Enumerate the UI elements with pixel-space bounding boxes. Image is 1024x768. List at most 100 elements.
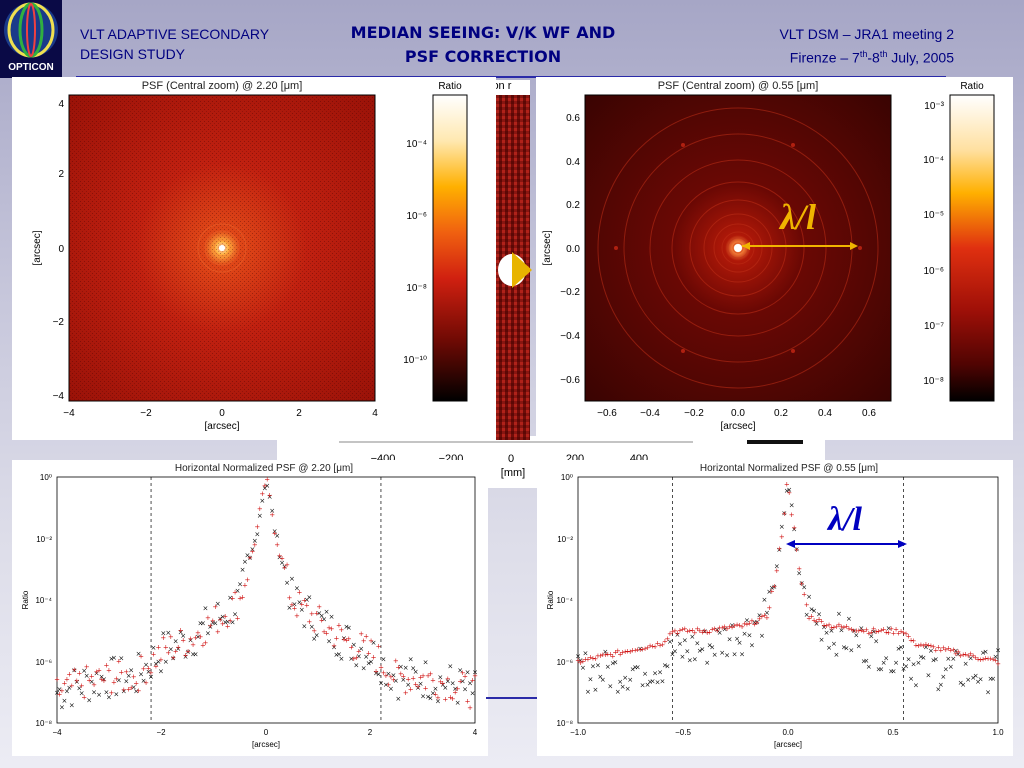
profile-left-point: + <box>405 675 411 683</box>
profile-right-point: × <box>597 673 603 681</box>
profile-right-point: + <box>724 625 730 633</box>
left-title-line1: VLT ADAPTIVE SECONDARY <box>80 26 270 42</box>
psf-right-cbtick: 10⁻⁴ <box>923 155 944 166</box>
profile-right-point: + <box>863 626 869 634</box>
profile-left-point: + <box>160 634 166 642</box>
profile-right-point: × <box>911 661 917 669</box>
lambda-over-l-label-bottom: λ/l <box>826 501 863 538</box>
profile-right-point: × <box>635 663 641 671</box>
profile-left-point: + <box>326 624 332 632</box>
profile-right-point: + <box>672 627 678 635</box>
profile-right-point: + <box>858 626 864 634</box>
profile-right-point: + <box>893 626 899 634</box>
profile-right-point: + <box>737 622 743 630</box>
profile-left-point: + <box>94 668 100 676</box>
profile-right-annotation: λ/l <box>786 501 907 548</box>
profile-right-point: × <box>896 645 902 653</box>
profile-left-point: + <box>284 561 290 569</box>
profile-right-point: × <box>933 655 939 663</box>
profile-right-point: + <box>930 643 936 651</box>
psf-right-ytick: −0.4 <box>560 331 580 342</box>
profile-right-point: + <box>697 627 703 635</box>
psf-left-rings <box>197 223 247 273</box>
profile-left-point: + <box>84 663 90 671</box>
profile-right-point: + <box>677 627 683 635</box>
profile-left-point: + <box>457 678 463 686</box>
profile-right-point: + <box>739 623 745 631</box>
profile-right-point: + <box>843 623 849 631</box>
profile-right-point: + <box>970 652 976 660</box>
profile-left-point: + <box>292 604 298 612</box>
profile-right-point: + <box>911 637 917 645</box>
profile-left-point: + <box>212 603 218 611</box>
profile-left-point: + <box>240 594 246 602</box>
profile-right-point: × <box>930 657 936 665</box>
profile-left-point: + <box>445 675 451 683</box>
profile-left-point: + <box>121 686 127 694</box>
psf-right-ytick: −0.2 <box>560 287 580 298</box>
profile-right-point: × <box>697 647 703 655</box>
profile-left-point: + <box>309 610 315 618</box>
profile-right-point: × <box>737 639 743 647</box>
profile-left-point: + <box>385 681 391 689</box>
profile-left-point: × <box>299 606 305 614</box>
profile-right-point: × <box>704 659 710 667</box>
profile-right-point: × <box>866 663 872 671</box>
psf-right-ytick: 0.0 <box>566 244 580 255</box>
profile-left-point: × <box>321 615 327 623</box>
profile-left-point: + <box>81 694 87 702</box>
profile-right-point: × <box>665 663 671 671</box>
profile-left-point: × <box>59 704 65 712</box>
profile-right-point: + <box>866 629 872 637</box>
profile-right-point: × <box>950 655 956 663</box>
profile-left-xtick: 0 <box>264 728 269 737</box>
profile-right-point: + <box>597 652 603 660</box>
profile-right-point: × <box>913 682 919 690</box>
profile-left-point: + <box>299 600 305 608</box>
profile-right-point: × <box>771 583 777 591</box>
meeting-name: VLT DSM – JRA1 meeting 2 <box>779 26 954 42</box>
profile-right-point: + <box>921 642 927 650</box>
profile-left-point: + <box>383 672 389 680</box>
profile-left-point: + <box>373 668 379 676</box>
profile-left-ytick: 10⁰ <box>40 473 52 482</box>
bg-yellow-arrow <box>498 250 532 290</box>
profile-right-point: + <box>801 591 807 599</box>
profile-right-point: × <box>655 678 661 686</box>
profile-left-point: × <box>249 546 255 554</box>
profile-left-point: + <box>86 676 92 684</box>
profile-left-point: + <box>146 664 152 672</box>
profile-right-point: + <box>620 648 626 656</box>
profile-right-point: + <box>583 655 589 663</box>
profile-left-point: + <box>467 704 473 712</box>
profile-left-point: × <box>311 635 317 643</box>
profile-left-point: × <box>126 672 132 680</box>
profile-left-point: + <box>188 635 194 643</box>
profile-left-point: × <box>133 687 139 695</box>
profile-left-point: × <box>408 656 414 664</box>
profile-right-point: + <box>811 616 817 624</box>
background-rule <box>486 697 538 699</box>
psf-left-cbtick: 10⁻¹⁰ <box>403 355 427 366</box>
profile-left-point: × <box>316 610 322 618</box>
profile-right-point: × <box>940 673 946 681</box>
profile-right-point: × <box>781 510 787 518</box>
profile-right-point: × <box>620 683 626 691</box>
profile-right-point: × <box>841 643 847 651</box>
profile-right-point: × <box>811 607 817 615</box>
profile-right-point: + <box>888 625 894 633</box>
profile-right-point: + <box>806 615 812 623</box>
profile-right-point: + <box>744 620 750 628</box>
profile-right-point: + <box>955 648 961 656</box>
profile-left-point: + <box>69 682 75 690</box>
profile-right-point: + <box>709 626 715 634</box>
profile-left-point: × <box>383 681 389 689</box>
profile-left-point: × <box>86 696 92 704</box>
profile-right-point: × <box>943 666 949 674</box>
profile-right-point: × <box>766 588 772 596</box>
profile-right-point: + <box>791 524 797 532</box>
psf-left-colorbar-label: Ratio <box>438 81 462 92</box>
profile-right-point: × <box>630 666 636 674</box>
profile-left-point: + <box>198 633 204 641</box>
profile-right-point: + <box>963 650 969 658</box>
